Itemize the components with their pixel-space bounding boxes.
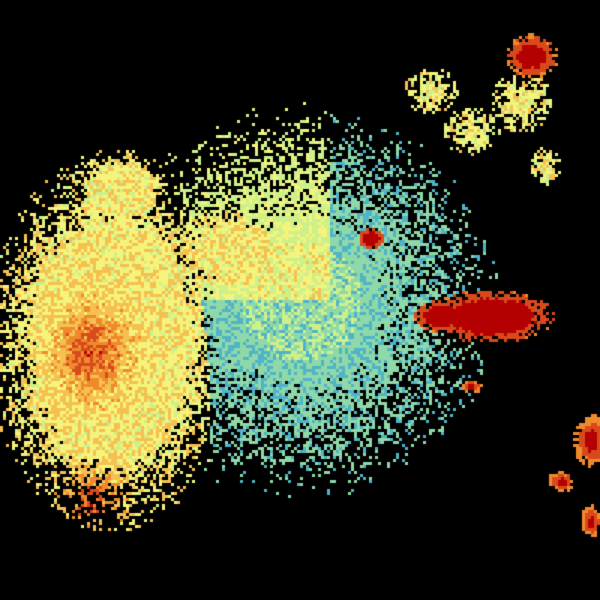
weather-radar-image: [0, 0, 600, 600]
